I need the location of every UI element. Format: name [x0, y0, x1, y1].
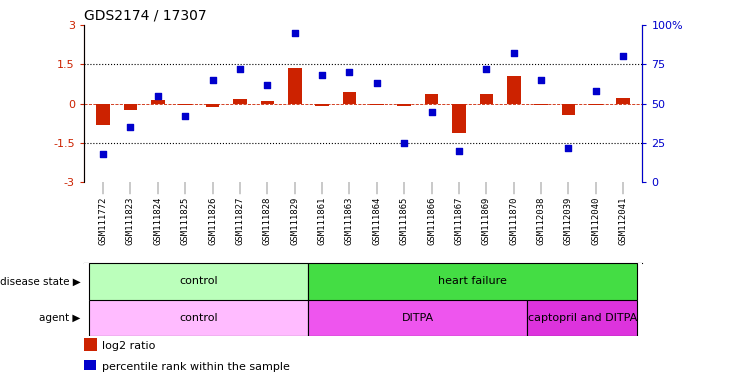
Text: percentile rank within the sample: percentile rank within the sample: [102, 362, 290, 372]
Bar: [84, 338, 97, 351]
Text: GSM111867: GSM111867: [455, 197, 464, 245]
Point: [535, 77, 547, 83]
Text: control: control: [180, 276, 218, 286]
Bar: [370, 104, 384, 105]
Bar: [589, 104, 603, 105]
Point: [590, 88, 602, 94]
Point: [261, 82, 273, 88]
Bar: [397, 104, 411, 106]
Bar: [425, 94, 439, 104]
Text: GSM111823: GSM111823: [126, 197, 135, 245]
Bar: [261, 101, 274, 104]
Text: GSM111825: GSM111825: [181, 197, 190, 245]
Point: [453, 148, 465, 154]
Point: [97, 151, 109, 157]
Text: GDS2174 / 17307: GDS2174 / 17307: [84, 8, 207, 22]
Text: GSM111829: GSM111829: [291, 197, 299, 245]
Text: heart failure: heart failure: [438, 276, 507, 286]
Point: [563, 145, 575, 151]
Bar: [315, 104, 329, 106]
Text: GSM112038: GSM112038: [537, 197, 545, 245]
Bar: [206, 104, 220, 107]
Point: [371, 80, 383, 86]
Text: GSM111828: GSM111828: [263, 197, 272, 245]
Text: GSM111864: GSM111864: [372, 197, 381, 245]
FancyBboxPatch shape: [89, 300, 309, 336]
Point: [480, 66, 492, 72]
Text: GSM112040: GSM112040: [591, 197, 600, 245]
Bar: [178, 104, 192, 105]
Bar: [534, 104, 548, 105]
Point: [180, 113, 191, 119]
Bar: [452, 104, 466, 132]
Text: DITPA: DITPA: [402, 313, 434, 323]
Text: GSM111824: GSM111824: [153, 197, 162, 245]
Point: [207, 77, 218, 83]
Text: control: control: [180, 313, 218, 323]
Text: GSM111861: GSM111861: [318, 197, 326, 245]
Point: [508, 50, 520, 56]
Bar: [84, 360, 96, 370]
Text: GSM111870: GSM111870: [510, 197, 518, 245]
Point: [234, 66, 246, 72]
Point: [426, 108, 437, 114]
Point: [399, 140, 410, 146]
Point: [289, 30, 301, 36]
Text: GSM111863: GSM111863: [345, 197, 354, 245]
Text: GSM111869: GSM111869: [482, 197, 491, 245]
FancyBboxPatch shape: [527, 300, 637, 336]
FancyBboxPatch shape: [309, 300, 527, 336]
Text: GSM111827: GSM111827: [236, 197, 245, 245]
Bar: [561, 104, 575, 116]
Text: GSM111772: GSM111772: [99, 197, 107, 245]
Bar: [616, 98, 630, 104]
Point: [344, 69, 356, 75]
Point: [152, 93, 164, 99]
Bar: [288, 68, 301, 104]
Bar: [151, 100, 165, 104]
FancyBboxPatch shape: [309, 263, 637, 300]
Bar: [233, 99, 247, 104]
Text: log2 ratio: log2 ratio: [102, 341, 155, 351]
Bar: [480, 94, 493, 104]
Point: [316, 72, 328, 78]
Text: disease state ▶: disease state ▶: [0, 276, 80, 286]
Bar: [96, 104, 110, 125]
Point: [125, 124, 137, 131]
Text: GSM111866: GSM111866: [427, 197, 436, 245]
FancyBboxPatch shape: [89, 263, 309, 300]
Bar: [342, 92, 356, 104]
Text: GSM111865: GSM111865: [400, 197, 409, 245]
Bar: [507, 76, 520, 104]
Text: captopril and DITPA: captopril and DITPA: [528, 313, 637, 323]
Point: [618, 53, 629, 60]
Text: agent ▶: agent ▶: [39, 313, 80, 323]
Text: GSM111826: GSM111826: [208, 197, 217, 245]
Bar: [123, 104, 137, 110]
Text: GSM112041: GSM112041: [619, 197, 628, 245]
Text: GSM112039: GSM112039: [564, 197, 573, 245]
